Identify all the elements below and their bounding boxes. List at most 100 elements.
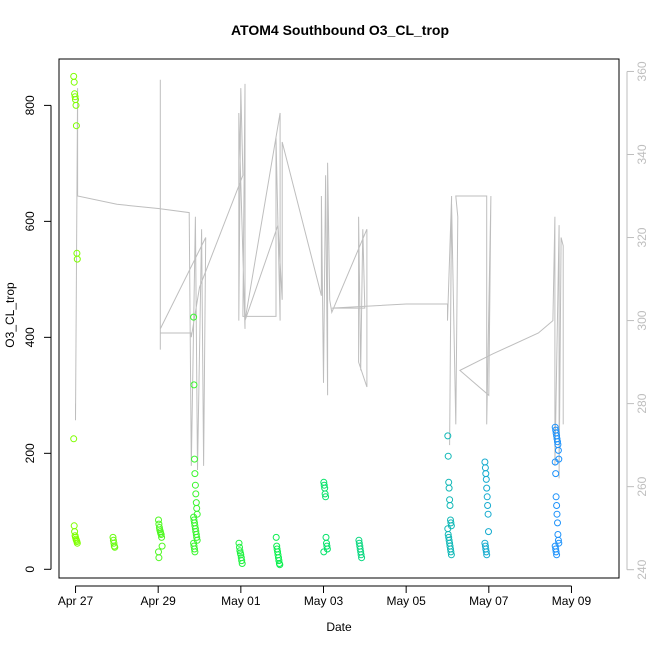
data-point — [193, 504, 201, 512]
right-tick-label: 260 — [635, 476, 649, 496]
right-tick-label: 320 — [635, 227, 649, 247]
data-point — [554, 531, 562, 538]
right-axis: 240 260 280 300 320 340 360 — [626, 61, 649, 580]
data-point — [110, 539, 118, 547]
data-point — [155, 554, 163, 562]
x-axis-label: Date — [326, 620, 352, 634]
data-point — [447, 548, 455, 556]
data-point — [191, 470, 199, 478]
data-point — [192, 490, 200, 498]
trajectory-line — [75, 79, 564, 479]
data-point — [446, 496, 454, 504]
data-point — [191, 548, 199, 556]
data-point — [552, 470, 560, 478]
data-point — [553, 551, 561, 559]
data-point — [553, 502, 561, 509]
data-point — [554, 536, 562, 544]
y-tick-label: 400 — [23, 327, 37, 347]
data-point — [192, 499, 200, 507]
data-point — [483, 484, 491, 492]
data-point — [322, 493, 330, 501]
right-tick-label: 340 — [635, 144, 649, 164]
y-tick-label: 0 — [23, 566, 37, 573]
point-group — [70, 72, 563, 569]
data-point — [191, 545, 198, 553]
right-tick-label: 240 — [635, 559, 649, 579]
data-point — [320, 548, 328, 556]
data-point — [191, 455, 198, 463]
data-point — [276, 561, 284, 569]
data-point — [322, 533, 330, 541]
trajectory-line-group — [75, 79, 564, 479]
data-point — [483, 551, 491, 559]
data-point — [73, 539, 81, 547]
data-point — [191, 481, 199, 489]
chart-title: ATOM4 Southbound O3_CL_trop — [231, 22, 449, 38]
data-point — [190, 381, 198, 389]
data-point — [552, 548, 560, 556]
data-point — [554, 438, 561, 446]
data-point — [444, 452, 452, 460]
y-axis: 0 200 400 600 800 — [23, 95, 52, 573]
data-point — [158, 533, 166, 541]
data-point — [358, 554, 366, 562]
data-point — [482, 548, 490, 556]
data-point — [73, 255, 81, 263]
data-point — [552, 493, 560, 501]
data-point — [235, 539, 243, 547]
data-point — [157, 531, 165, 538]
data-point — [193, 533, 201, 541]
data-point — [238, 560, 246, 567]
x-tick-label: May 03 — [304, 594, 344, 608]
y-tick-label: 800 — [23, 95, 37, 115]
y-tick-label: 200 — [23, 443, 37, 463]
data-point — [321, 490, 329, 498]
data-point — [484, 510, 492, 518]
data-point — [70, 435, 78, 443]
data-point — [155, 516, 162, 524]
data-point — [483, 493, 491, 501]
data-point — [551, 458, 559, 466]
right-tick-label: 280 — [635, 393, 649, 413]
x-tick-label: May 05 — [386, 594, 426, 608]
data-point — [554, 519, 561, 527]
y-axis-label: O3_CL_trop — [3, 282, 17, 348]
data-point — [554, 446, 562, 454]
data-point — [357, 551, 365, 559]
right-tick-label: 360 — [635, 61, 649, 81]
data-point — [445, 484, 453, 492]
data-point — [484, 502, 492, 509]
data-point — [272, 533, 280, 541]
data-point — [482, 475, 490, 483]
x-tick-label: May 01 — [221, 594, 261, 608]
y-tick-label: 600 — [23, 211, 37, 231]
data-point — [320, 481, 328, 489]
x-axis: Apr 27 Apr 29 May 01 May 03 May 05 May 07 May … — [58, 585, 592, 608]
data-point — [447, 551, 455, 559]
data-point — [70, 72, 78, 80]
data-point — [70, 78, 78, 86]
x-tick-label: Apr 29 — [141, 594, 177, 608]
data-point — [190, 313, 198, 321]
data-point — [485, 528, 492, 536]
data-point — [70, 522, 78, 530]
data-point — [446, 502, 454, 509]
data-point — [158, 542, 166, 550]
plot-frame — [58, 58, 620, 579]
data-point — [482, 470, 490, 478]
data-point — [444, 432, 452, 440]
x-tick-label: May 07 — [469, 594, 509, 608]
data-point — [275, 557, 283, 565]
data-point — [111, 543, 119, 551]
right-tick-label: 300 — [635, 310, 649, 330]
x-tick-label: Apr 27 — [58, 594, 94, 608]
data-point — [238, 557, 246, 565]
data-point — [447, 519, 455, 527]
data-point — [72, 122, 80, 130]
data-point — [481, 464, 489, 472]
data-point — [155, 548, 162, 556]
data-point — [323, 542, 331, 550]
x-tick-label: May 09 — [552, 594, 592, 608]
data-point — [72, 101, 80, 109]
